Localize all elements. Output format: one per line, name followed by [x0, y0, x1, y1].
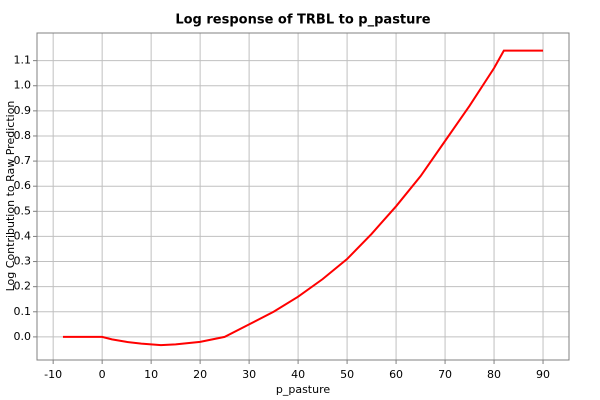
x-axis-label: p_pasture	[276, 383, 331, 396]
x-tick-label: 10	[144, 368, 158, 381]
plot-border	[36, 32, 570, 361]
y-tick-label: 1.1	[14, 54, 32, 67]
y-tick-label: 0.6	[14, 179, 32, 192]
x-tick-label: 90	[536, 368, 550, 381]
x-tick-label: 80	[487, 368, 501, 381]
chart-title: Log response of TRBL to p_pasture	[175, 13, 430, 28]
x-tick-label: 20	[193, 368, 207, 381]
y-tick-label: 0.3	[14, 255, 32, 268]
y-tick-label: 0.0	[14, 330, 32, 343]
y-tick-label: 0.8	[14, 129, 32, 142]
y-tick-label: 0.4	[14, 229, 32, 242]
x-tick-label: 50	[340, 368, 354, 381]
x-tick-label: 70	[438, 368, 452, 381]
y-tick-label: 0.1	[14, 305, 32, 318]
x-tick-label: 30	[242, 368, 256, 381]
x-tick-label: -10	[44, 368, 62, 381]
y-tick-label: 0.5	[14, 204, 32, 217]
y-tick-label: 0.7	[14, 154, 32, 167]
plot-area	[37, 33, 569, 360]
x-tick-label: 40	[291, 368, 305, 381]
y-tick-label: 0.9	[14, 104, 32, 117]
line	[62, 49, 544, 347]
y-tick-label: 0.2	[14, 280, 32, 293]
y-tick-label: 1.0	[14, 79, 32, 92]
y-axis-label: Log Contribution to Raw Prediction	[4, 101, 17, 292]
x-tick-label: 0	[99, 368, 106, 381]
x-tick-label: 60	[389, 368, 403, 381]
